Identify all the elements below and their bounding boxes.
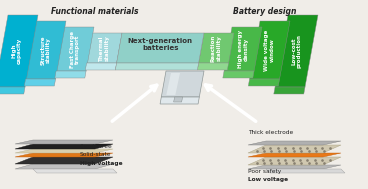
Polygon shape <box>86 33 122 63</box>
Text: Next-generation
batteries: Next-generation batteries <box>128 37 193 50</box>
Polygon shape <box>224 27 262 71</box>
Polygon shape <box>248 141 341 145</box>
Polygon shape <box>250 21 290 79</box>
Text: Battery design: Battery design <box>233 6 297 15</box>
Polygon shape <box>161 71 204 97</box>
Text: Low voltage: Low voltage <box>248 177 288 181</box>
Text: High energy
density: High energy density <box>238 30 248 68</box>
Polygon shape <box>199 33 234 63</box>
Polygon shape <box>197 63 229 70</box>
Polygon shape <box>55 71 86 78</box>
Polygon shape <box>15 149 113 153</box>
Text: Thick electrode: Thick electrode <box>248 129 293 135</box>
Polygon shape <box>33 169 117 173</box>
Polygon shape <box>24 79 56 86</box>
Polygon shape <box>15 157 113 164</box>
Text: Structure
stability: Structure stability <box>40 35 51 65</box>
Polygon shape <box>248 145 341 153</box>
Text: Poor safety: Poor safety <box>248 169 281 174</box>
Polygon shape <box>248 165 341 169</box>
Text: Reaction
stability: Reaction stability <box>211 34 222 62</box>
Polygon shape <box>223 71 254 78</box>
Polygon shape <box>275 15 318 87</box>
Polygon shape <box>15 153 113 157</box>
Text: Wide voltage
window: Wide voltage window <box>264 29 275 71</box>
Polygon shape <box>274 87 305 94</box>
Polygon shape <box>0 15 38 87</box>
Polygon shape <box>115 63 199 70</box>
Polygon shape <box>25 21 66 79</box>
Polygon shape <box>248 153 341 157</box>
Text: High
capacity: High capacity <box>11 38 22 64</box>
Polygon shape <box>15 144 113 149</box>
Text: Functional materials: Functional materials <box>51 6 139 15</box>
Polygon shape <box>56 27 94 71</box>
Polygon shape <box>15 164 113 169</box>
Polygon shape <box>85 63 117 70</box>
Polygon shape <box>266 169 345 173</box>
Text: High voltage: High voltage <box>80 160 123 166</box>
Polygon shape <box>166 73 180 95</box>
Text: Fast Charge
transport: Fast Charge transport <box>70 30 81 67</box>
Polygon shape <box>248 79 280 86</box>
Text: Solid-state: Solid-state <box>80 153 112 157</box>
Text: Anode-free: Anode-free <box>80 145 113 149</box>
Text: Low-cost
production: Low-cost production <box>291 34 302 68</box>
Polygon shape <box>174 97 183 102</box>
Polygon shape <box>0 87 25 94</box>
Polygon shape <box>160 97 199 104</box>
Polygon shape <box>117 33 204 63</box>
Polygon shape <box>15 140 113 144</box>
Polygon shape <box>248 157 341 165</box>
Text: Thermal
stability: Thermal stability <box>99 35 110 61</box>
